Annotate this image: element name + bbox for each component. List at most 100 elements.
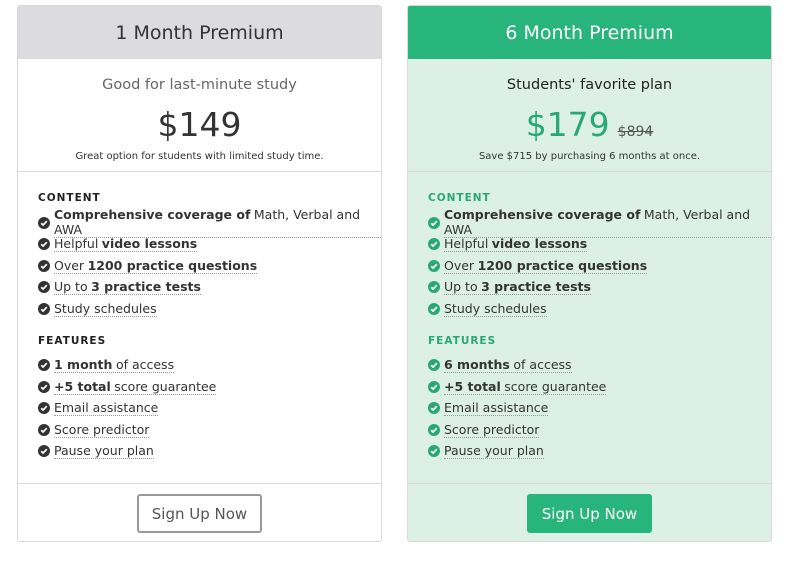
item-segment: 1 month [54,357,113,373]
plan-summary: Students' favorite plan $179 $894 Save $715… [408,59,771,172]
check-icon [428,402,440,415]
check-icon [38,423,50,436]
item-segment: of access [513,357,572,373]
check-icon [38,302,50,315]
section-label: CONTENT [38,192,101,204]
check-icon [428,238,440,251]
list-item: Pause your plan [428,441,771,463]
item-text: Pause your plan [54,443,154,460]
item-text: Study schedules [444,301,547,317]
item-segment: +5 total [444,378,501,394]
check-icon [428,423,440,436]
item-segment: Helpful [54,236,99,252]
list-item: Score predictor [38,419,381,441]
price-row: $179 $894 [408,105,771,145]
section-label: CONTENT [428,192,491,204]
list-item: Email assistance [428,398,771,420]
list-item: Over 1200 practice questions [38,255,381,277]
plan-card: 1 Month Premium Good for last-minute stud… [17,5,382,542]
old-price: $894 [617,124,654,140]
price: $149 [157,105,242,144]
list-item: Over 1200 practice questions [428,255,771,277]
item-text: Email assistance [444,400,549,417]
section-label: FEATURES [38,334,107,347]
item-segment: score guarantee [504,378,607,394]
check-icon [38,216,50,229]
list-item: Up to 3 practice tests [38,277,381,299]
item-text: Helpful video lessons [444,236,588,253]
item-segment: Over [54,257,85,273]
item-segment: 1200 practice questions [477,257,648,273]
feature-list: CONTENT Comprehensive coverage of Math, Ve… [18,172,381,484]
item-text: 1 month of access [54,357,175,374]
item-segment: Email assistance [444,400,549,416]
item-segment: Up to [54,279,88,295]
check-icon [428,302,440,315]
item-text: Up to 3 practice tests [444,279,591,296]
list-item: 1 month of access [38,355,381,377]
item-segment: Email assistance [54,400,159,416]
item-segment: Math, Verbal and AWA [444,207,751,238]
check-icon [38,259,50,272]
check-icon [38,445,50,458]
item-text: Over 1200 practice questions [444,257,648,274]
list-item: Study schedules [428,298,771,320]
section: FEATURES 1 month of access +5 total score gu… [38,335,381,463]
price: $179 [525,105,610,144]
check-icon [428,359,440,372]
item-text: Score predictor [444,421,540,438]
item-segment: Pause your plan [444,443,544,459]
item-segment: 3 practice tests [91,279,201,295]
item-segment: video lessons [491,236,588,252]
item-segment: Study schedules [444,300,547,316]
check-icon [428,281,440,294]
item-text: +5 total score guarantee [444,378,607,395]
item-text: Score predictor [54,422,150,438]
list-item: Comprehensive coverage of Math, Verbal an… [428,207,771,239]
item-text: Email assistance [54,400,159,417]
item-segment: Score predictor [444,421,540,437]
price-note: Great option for students with limited s… [75,151,324,162]
item-segment: 6 months [444,357,510,373]
item-segment: video lessons [101,236,198,252]
section: CONTENT Comprehensive coverage of Math, Ve… [428,192,771,320]
tagline: Students' favorite plan [506,77,673,93]
item-segment: +5 total [54,378,111,394]
check-icon [38,281,50,294]
item-text: Pause your plan [444,443,544,460]
item-segment: of access [115,357,175,373]
price-note: Save $715 by purchasing 6 months at once… [478,151,701,162]
plan-header: 6 Month Premium [408,6,771,59]
list-item: +5 total score guarantee [428,376,771,398]
item-text: Helpful video lessons [54,236,198,253]
item-segment: Comprehensive coverage of [54,207,251,223]
plan-footer: Sign Up Now [18,484,381,541]
price-row: $149 [18,105,381,145]
tagline: Good for last-minute study [102,77,297,93]
sign-up-button[interactable]: Sign Up Now [137,494,262,533]
list-item: Helpful video lessons [38,234,381,256]
item-segment: score guarantee [114,378,217,394]
item-segment: Comprehensive coverage of [444,207,641,223]
list-item: Pause your plan [38,441,381,463]
plan-footer: Sign Up Now [408,484,771,541]
plan-card: 6 Month Premium Students' favorite plan $1… [407,5,772,542]
sign-up-button[interactable]: Sign Up Now [527,494,652,533]
item-text: Up to 3 practice tests [54,279,201,296]
list-item: Helpful video lessons [428,234,771,256]
check-icon [38,402,50,415]
check-icon [38,380,50,393]
check-icon [428,380,440,393]
list-item: Score predictor [428,419,771,441]
plan-header: 1 Month Premium [18,6,381,59]
item-segment: Pause your plan [54,443,154,459]
section: FEATURES 6 months of access +5 total score g… [428,335,771,463]
check-icon [428,216,440,229]
item-segment: 3 practice tests [481,279,591,295]
item-text: Comprehensive coverage of Math, Verbal an… [54,207,381,239]
check-icon [428,445,440,458]
item-segment: 1200 practice questions [87,257,258,273]
list-item: +5 total score guarantee [38,376,381,398]
item-text: Over 1200 practice questions [54,257,258,274]
